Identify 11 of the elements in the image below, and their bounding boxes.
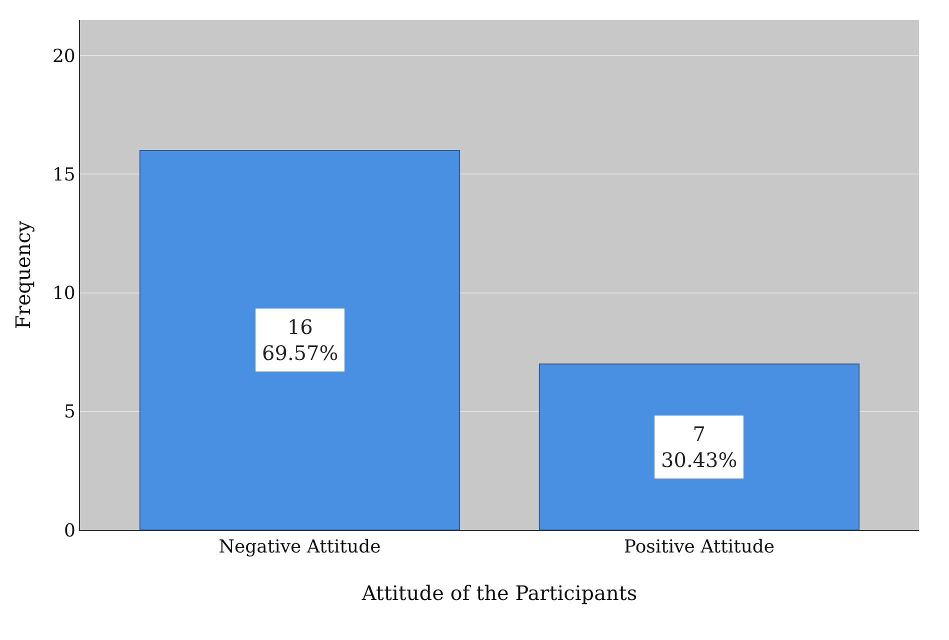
y-tick-label: 5 bbox=[64, 402, 76, 423]
y-tick-label: 10 bbox=[52, 283, 76, 304]
y-tick-label: 20 bbox=[52, 46, 76, 67]
data-label: 16 69.57% bbox=[262, 315, 338, 365]
y-tick-label: 0 bbox=[64, 520, 76, 542]
x-axis-title: Attitude of the Participants bbox=[360, 581, 638, 605]
data-label: 7 30.43% bbox=[661, 422, 738, 472]
x-tick-label: Negative Attitude bbox=[218, 536, 381, 558]
y-axis-title: Frequency bbox=[11, 220, 35, 330]
x-tick-label: Positive Attitude bbox=[624, 536, 775, 558]
y-tick-label: 15 bbox=[52, 164, 76, 186]
